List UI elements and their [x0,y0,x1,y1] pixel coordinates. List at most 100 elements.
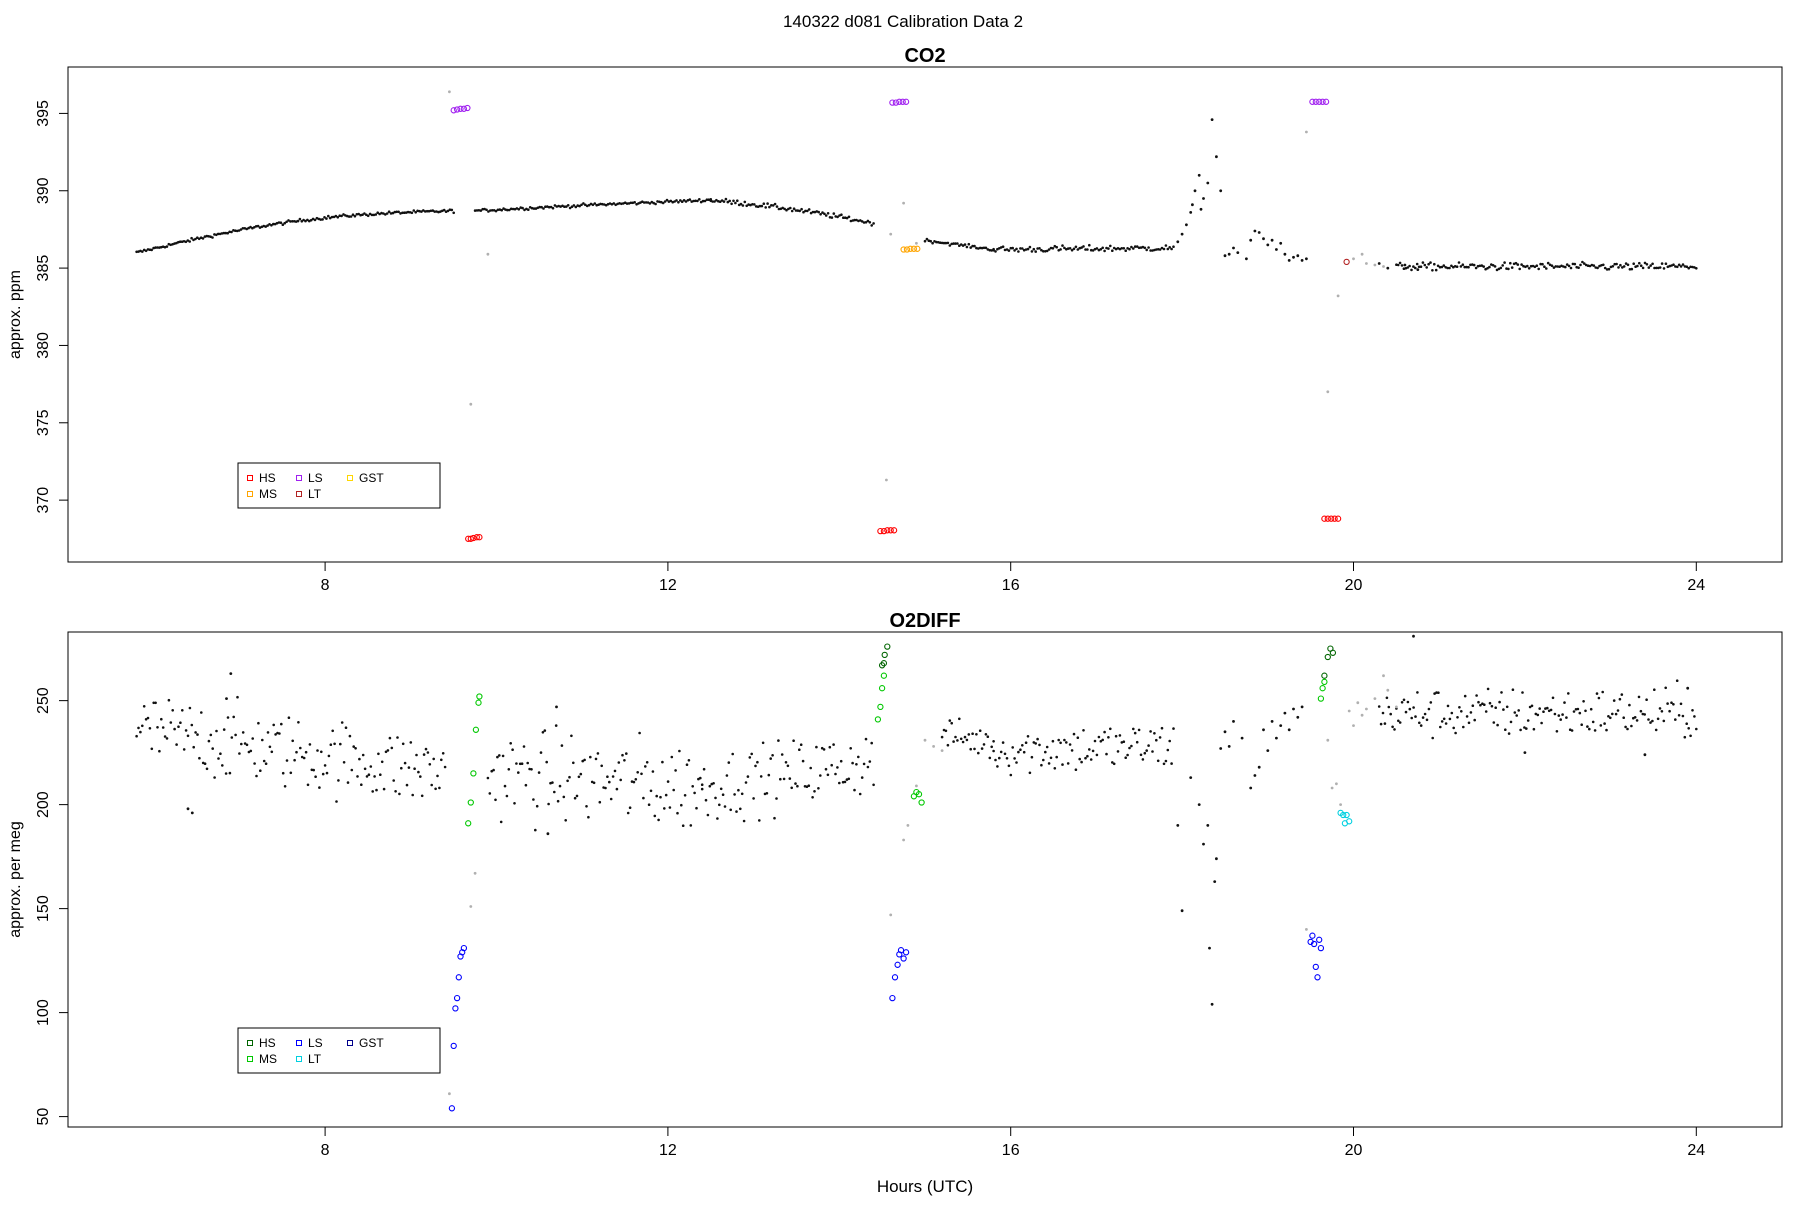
data-point [1500,691,1503,694]
series-point [877,527,884,535]
data-point [741,204,745,207]
data-point [150,747,154,751]
data-point [1143,246,1147,250]
data-point [1668,709,1671,713]
data-point [297,721,300,724]
data-point [390,746,394,750]
data-point [809,211,813,215]
data-point [1662,719,1666,723]
data-point [1386,266,1390,270]
data-point [790,786,793,790]
data-point [337,779,340,782]
data-point [434,787,437,791]
data-point [387,210,391,213]
data-point [433,210,437,213]
data-point [448,208,452,211]
data-point [694,199,697,203]
grey-point [885,478,888,482]
data-point [506,208,509,212]
data-point [150,248,153,252]
data-point [698,198,701,201]
data-point [1643,713,1646,716]
data-point [862,762,866,766]
data-point [969,246,972,249]
data-point [1622,265,1626,268]
data-point [1523,751,1527,754]
grey-point [1347,709,1351,713]
data-point [526,761,529,765]
data-point [651,770,655,773]
data-point [866,219,870,223]
data-point [318,786,321,789]
data-point [452,211,456,215]
data-point [429,209,433,213]
data-point [1396,263,1400,267]
data-point [139,730,142,734]
data-point [593,202,597,205]
legend-swatch [296,475,302,481]
series-ls [448,932,1325,1112]
data-point [929,239,932,243]
data-point [1691,709,1694,712]
data-point [1592,264,1596,267]
data-point [682,199,686,202]
data-point [1517,709,1520,712]
data-point [967,733,971,736]
data-point [289,220,292,223]
data-point [1032,247,1036,251]
data-point [958,717,961,721]
data-point [824,214,828,217]
data-point [669,199,673,203]
data-point [394,790,397,793]
data-point [291,220,294,223]
data-point [440,758,443,762]
data-point [181,709,184,712]
data-point [323,764,327,767]
data-point [1510,266,1514,269]
data-point [247,750,251,754]
series-point [1331,515,1338,522]
data-point [1465,715,1469,718]
data-point [409,741,413,744]
data-point [1028,245,1032,249]
data-point [581,759,584,763]
data-point [1122,247,1126,250]
data-point [1483,703,1486,706]
data-point [1647,718,1650,721]
data-point [1685,722,1688,725]
data-point [1442,264,1446,267]
data-point [395,210,399,214]
data-point [1193,189,1197,193]
data-point [397,210,400,214]
series-point [1319,685,1326,692]
data-point [1275,248,1278,251]
data-point [398,792,401,796]
data-point [1639,264,1643,268]
data-point [644,201,648,204]
data-point [538,205,541,209]
data-point [935,240,938,244]
data-point [843,780,847,784]
data-point [1158,736,1162,739]
data-point [606,775,609,778]
data-point [1091,749,1095,753]
data-point [405,783,409,787]
data-point [971,732,974,735]
data-point [272,723,276,727]
data-point [806,209,809,213]
data-point [1599,724,1603,727]
data-point [1017,750,1020,754]
plot-frame [67,631,1783,1128]
series-point [880,672,888,679]
data-point [1549,708,1553,712]
data-point [339,742,342,746]
data-point [281,771,285,775]
data-point [412,209,416,212]
data-point [1158,248,1162,251]
data-point [196,236,199,239]
data-point [1526,264,1529,268]
data-point [1166,247,1170,251]
data-point [1421,716,1425,719]
data-point [1093,739,1097,743]
data-point [1213,880,1217,883]
